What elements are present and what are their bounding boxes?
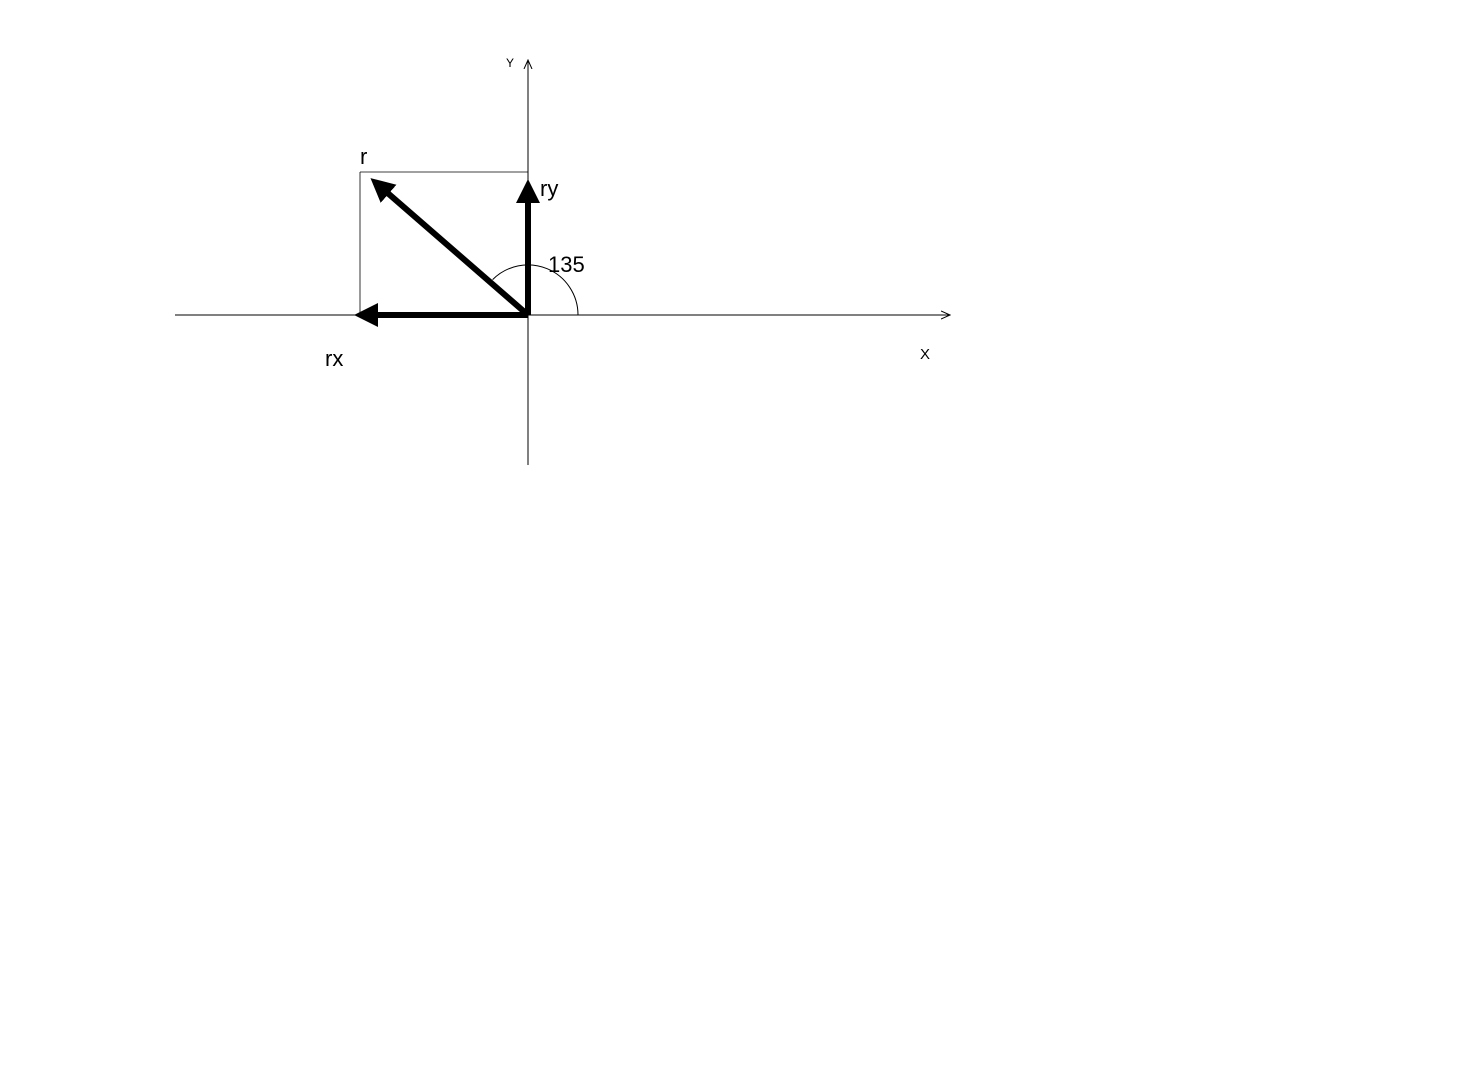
x-axis-label: X — [920, 346, 930, 363]
vector-r-label: r — [360, 144, 367, 170]
vector-rx-label: rx — [325, 346, 343, 372]
y-axis-label: Y — [506, 56, 514, 70]
vector-diagram — [0, 0, 1473, 1092]
vector-r — [375, 182, 528, 315]
angle-label: 135 — [548, 252, 585, 278]
vector-ry-label: ry — [540, 176, 558, 202]
